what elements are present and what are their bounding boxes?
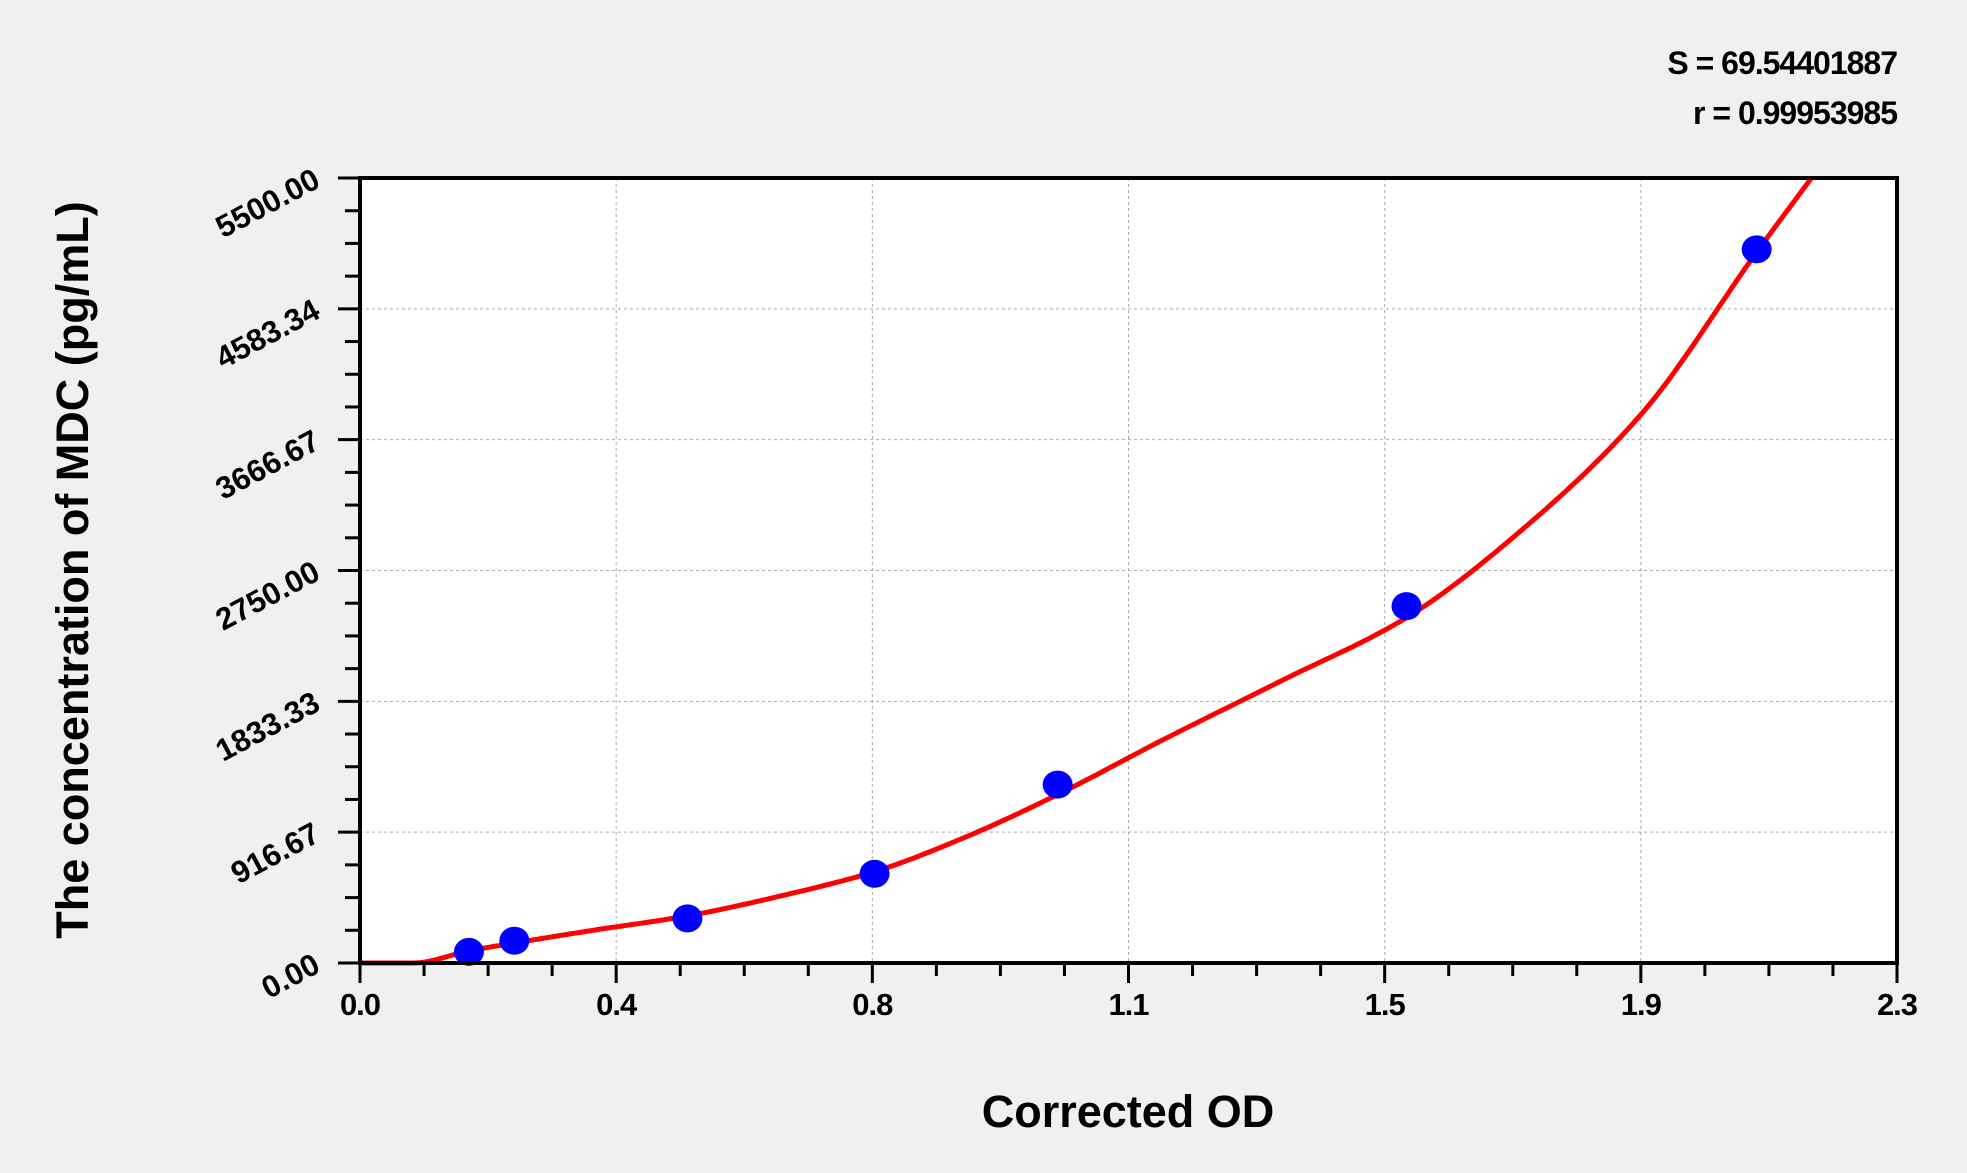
data-point bbox=[1741, 235, 1772, 264]
x-tick-label: 1.1 bbox=[1108, 987, 1149, 1022]
x-tick-label: 2.3 bbox=[1877, 987, 1918, 1022]
y-axis-title: The concentration of MDC (pg/mL) bbox=[47, 201, 98, 938]
x-tick-label: 0.0 bbox=[340, 987, 380, 1022]
y-tick-labels: 0.00 916.67 1833.33 2750.00 3666.67 4583.34 55… bbox=[210, 161, 326, 1005]
grid bbox=[360, 178, 1897, 963]
fit-curve bbox=[360, 176, 1814, 966]
data-points bbox=[453, 235, 1772, 966]
fit-curve-group bbox=[360, 176, 1814, 966]
y-tick-label: 5500.00 bbox=[210, 161, 325, 245]
data-point bbox=[499, 926, 530, 955]
data-point bbox=[672, 904, 703, 933]
data-point bbox=[1391, 592, 1422, 621]
data-point bbox=[453, 937, 484, 966]
x-tick-label: 0.8 bbox=[852, 987, 893, 1022]
y-tick-label: 2750.00 bbox=[210, 554, 325, 638]
data-point bbox=[1042, 770, 1073, 799]
y-tick-label: 1833.33 bbox=[210, 685, 325, 769]
y-tick-label: 4583.34 bbox=[210, 292, 326, 376]
stat-r: r = 0.99953985 bbox=[1693, 95, 1897, 131]
x-tick-label: 1.5 bbox=[1365, 987, 1406, 1022]
x-axis-title: Corrected OD bbox=[982, 1086, 1275, 1137]
data-point bbox=[859, 859, 890, 888]
axis-ticks bbox=[338, 176, 1899, 983]
y-tick-label: 916.67 bbox=[225, 815, 325, 890]
y-tick-label: 0.00 bbox=[256, 946, 326, 1005]
plot-frame bbox=[358, 176, 1899, 965]
x-tick-labels: 0.0 0.4 0.8 1.1 1.5 1.9 2.3 bbox=[340, 987, 1919, 1022]
stat-s: S = 69.54401887 bbox=[1667, 45, 1897, 81]
x-tick-label: 1.9 bbox=[1621, 987, 1662, 1022]
x-tick-label: 0.4 bbox=[596, 987, 638, 1022]
y-tick-label: 3666.67 bbox=[210, 423, 325, 507]
